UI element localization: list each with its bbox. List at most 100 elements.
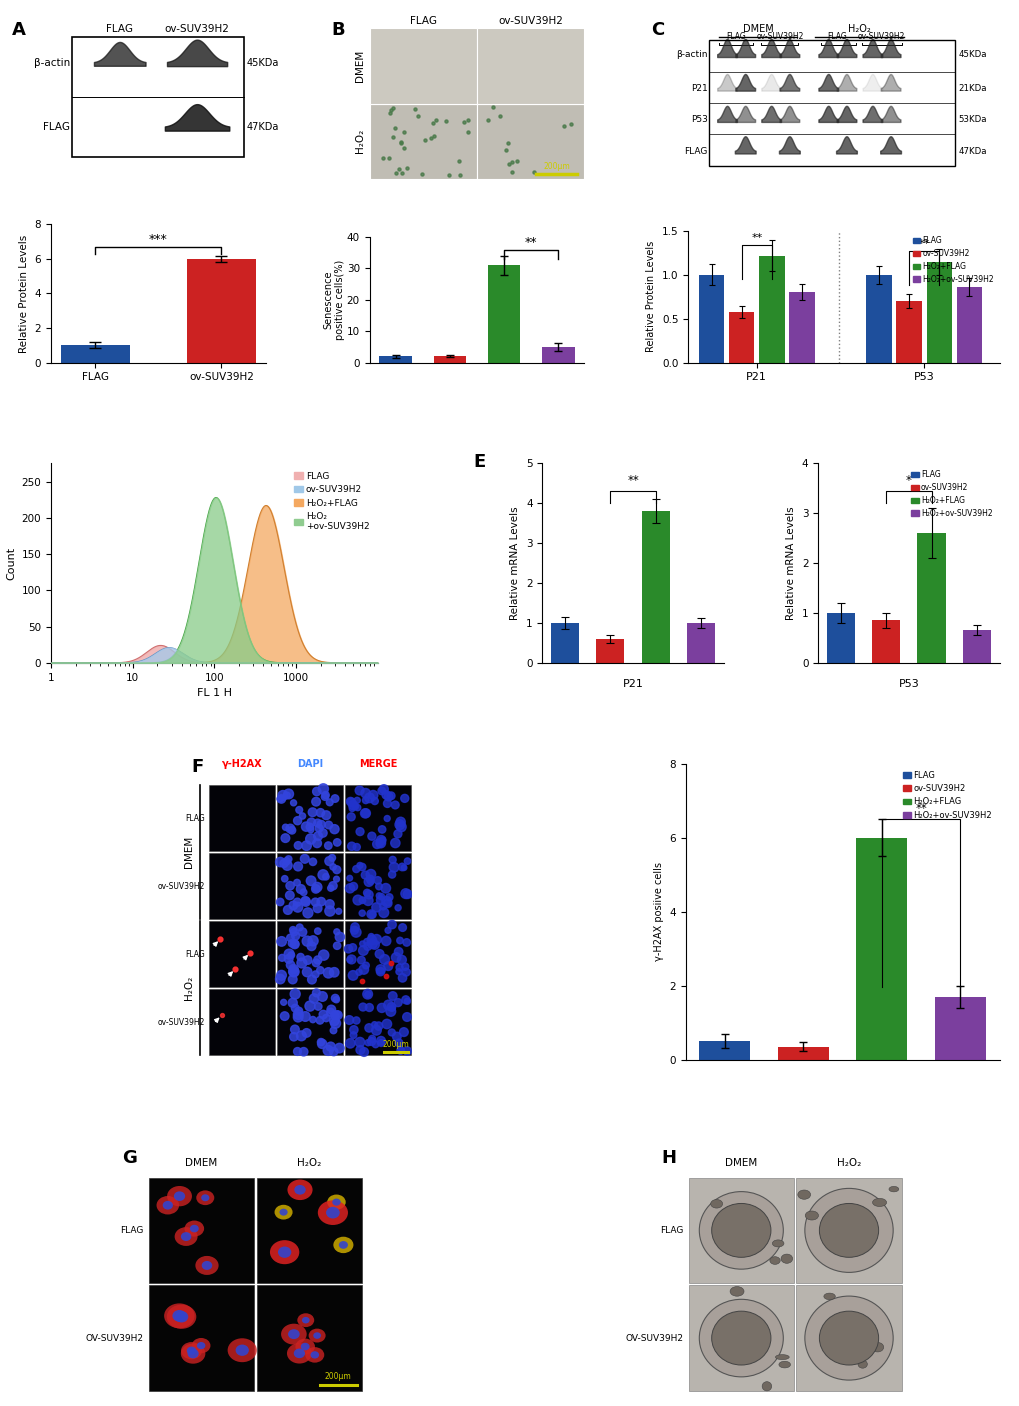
Point [227, 957, 244, 980]
Point [378, 1012, 394, 1035]
Ellipse shape [270, 1240, 299, 1264]
Point [342, 790, 359, 813]
Point [285, 960, 302, 983]
Point [347, 1010, 364, 1032]
Point [292, 1025, 309, 1047]
Point [386, 117, 403, 139]
Point [427, 108, 443, 131]
Point [373, 997, 389, 1019]
Point [392, 811, 409, 834]
Point [299, 1022, 315, 1045]
Bar [777, 1046, 828, 1060]
Legend: FLAG, ov-SUV39H2, H₂O₂+FLAG, H₂O₂+ov-SUV39H2: FLAG, ov-SUV39H2, H₂O₂+FLAG, H₂O₂+ov-SUV… [910, 235, 995, 285]
Text: 45KDa: 45KDa [957, 51, 985, 59]
Point [304, 969, 320, 991]
Point [383, 863, 399, 886]
Point [288, 872, 305, 894]
Point [358, 955, 374, 977]
Bar [789, 292, 814, 363]
Y-axis label: γ-H2AX posiive cells: γ-H2AX posiive cells [653, 862, 663, 962]
Point [292, 877, 309, 900]
Ellipse shape [326, 1206, 339, 1219]
Point [374, 818, 390, 841]
Point [308, 981, 324, 1004]
Point [423, 127, 439, 149]
Ellipse shape [309, 1329, 325, 1343]
Point [302, 815, 318, 838]
Point [368, 896, 384, 918]
Point [273, 965, 289, 987]
Point [354, 901, 370, 924]
Point [289, 1004, 306, 1026]
Point [372, 832, 388, 855]
Point [347, 921, 364, 943]
Point [345, 920, 362, 942]
Bar [209, 988, 275, 1056]
Point [373, 1032, 389, 1054]
Point [340, 1008, 357, 1031]
Point [294, 804, 311, 827]
Text: 21KDa: 21KDa [957, 84, 985, 93]
Point [320, 814, 336, 837]
Text: G: G [121, 1149, 137, 1167]
Point [352, 779, 368, 801]
Text: P21: P21 [622, 679, 643, 689]
Point [372, 960, 388, 983]
Point [345, 1024, 362, 1046]
Point [312, 959, 328, 981]
Bar [487, 266, 520, 363]
Ellipse shape [318, 1201, 347, 1225]
Bar [477, 104, 584, 179]
Point [393, 856, 410, 879]
Point [289, 896, 306, 918]
Point [369, 869, 385, 891]
Point [285, 957, 302, 980]
Point [361, 870, 377, 893]
Text: ov-SUV39H2: ov-SUV39H2 [756, 32, 803, 41]
Point [328, 1004, 344, 1026]
Point [460, 108, 476, 131]
Bar [687, 623, 714, 662]
Point [315, 1004, 331, 1026]
Bar [149, 1178, 254, 1284]
Point [313, 890, 329, 912]
Text: FLAG: FLAG [185, 949, 205, 959]
Bar [344, 921, 411, 987]
Point [303, 818, 319, 841]
Point [391, 157, 408, 180]
Point [382, 101, 398, 124]
Point [318, 804, 334, 827]
Point [274, 946, 290, 969]
Ellipse shape [162, 1201, 173, 1209]
Point [343, 797, 360, 820]
Ellipse shape [279, 1209, 287, 1216]
Point [283, 932, 300, 955]
Point [360, 983, 376, 1005]
Point [331, 925, 347, 948]
Ellipse shape [235, 1344, 249, 1355]
Ellipse shape [818, 1204, 877, 1257]
Point [360, 890, 376, 912]
Point [284, 991, 301, 1014]
Text: P21: P21 [690, 84, 707, 93]
Bar [865, 274, 891, 363]
Text: H₂O₂: H₂O₂ [297, 1159, 321, 1168]
Point [395, 121, 412, 143]
Point [373, 830, 389, 852]
Point [390, 941, 407, 963]
Point [380, 786, 396, 808]
Point [286, 1018, 303, 1040]
Point [371, 942, 387, 965]
Point [297, 1005, 313, 1028]
Point [308, 877, 324, 900]
Point [356, 959, 372, 981]
Point [317, 785, 333, 807]
Text: DMEM: DMEM [185, 1159, 217, 1168]
Bar [688, 1178, 794, 1284]
Point [286, 983, 303, 1005]
Ellipse shape [173, 1191, 185, 1201]
Point [314, 1032, 330, 1054]
Point [309, 780, 325, 803]
Ellipse shape [761, 1382, 771, 1391]
Ellipse shape [730, 1286, 743, 1296]
